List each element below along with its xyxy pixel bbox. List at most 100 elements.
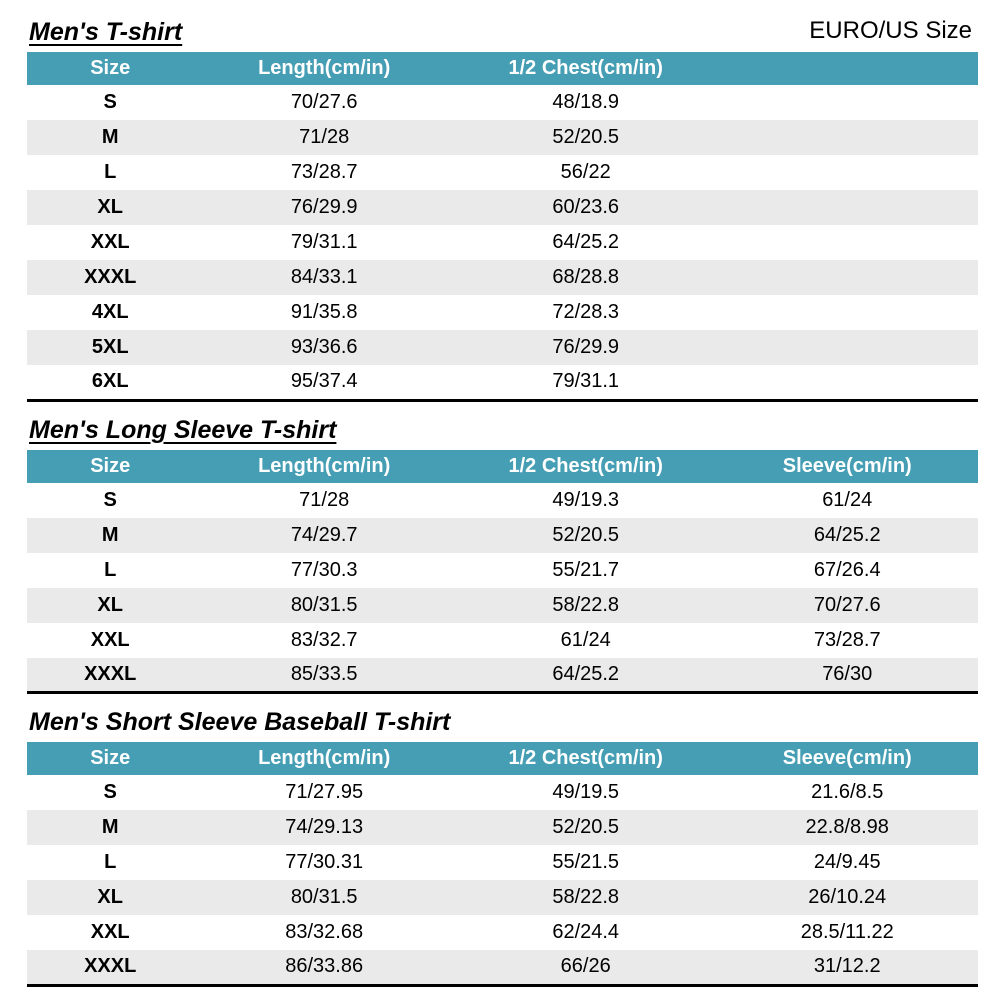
size-cell: L: [27, 155, 194, 190]
value-cell: 72/28.3: [454, 295, 717, 330]
table-row: XXL 79/31.1 64/25.2: [27, 225, 978, 260]
value-cell: 74/29.13: [193, 810, 455, 845]
value-cell: 74/29.7: [193, 517, 455, 553]
table-row: XL 80/31.5 58/22.8 70/27.6: [27, 587, 978, 623]
header-row: Size Length(cm/in) 1/2 Chest(cm/in) Sleeve(…: [27, 449, 978, 483]
value-cell: 91/35.8: [193, 295, 455, 330]
value-cell: 73/28.7: [193, 155, 455, 190]
column-header: Size: [27, 742, 194, 775]
value-cell: 76/30: [716, 657, 978, 693]
size-tables-container: Men's T-shirt Size Length(cm/in) 1/2 Chest(…: [27, 18, 978, 987]
size-table: Size Length(cm/in) 1/2 Chest(cm/in) Sleeve(…: [27, 449, 978, 694]
size-table: Size Length(cm/in) 1/2 Chest(cm/in) Sleeve(…: [27, 742, 978, 987]
size-table-section: Men's Short Sleeve Baseball T-shirt Size L…: [27, 708, 978, 987]
table-row: XL 76/29.9 60/23.6: [27, 190, 978, 225]
value-cell: 52/20.5: [454, 517, 717, 553]
value-cell: 64/25.2: [454, 225, 717, 260]
value-cell: 71/27.95: [193, 775, 455, 810]
value-cell: 24/9.45: [716, 845, 978, 880]
size-cell: S: [27, 775, 194, 810]
value-cell: [716, 365, 978, 400]
table-row: M 74/29.13 52/20.5 22.8/8.98: [27, 810, 978, 845]
size-cell: M: [27, 120, 194, 155]
value-cell: 21.6/8.5: [716, 775, 978, 810]
size-cell: L: [27, 845, 194, 880]
size-cell: L: [27, 552, 194, 588]
column-header: Size: [27, 52, 194, 85]
size-cell: S: [27, 85, 194, 120]
value-cell: [716, 155, 978, 190]
value-cell: 55/21.7: [454, 552, 717, 588]
value-cell: 67/26.4: [716, 552, 978, 588]
table-row: 5XL 93/36.6 76/29.9: [27, 330, 978, 365]
value-cell: 49/19.3: [454, 482, 717, 518]
value-cell: 73/28.7: [716, 622, 978, 658]
column-header: [716, 52, 978, 85]
value-cell: [716, 190, 978, 225]
value-cell: 55/21.5: [454, 845, 717, 880]
value-cell: [716, 85, 978, 120]
column-header: 1/2 Chest(cm/in): [454, 449, 717, 483]
table-row: L 77/30.31 55/21.5 24/9.45: [27, 845, 978, 880]
value-cell: 68/28.8: [454, 260, 717, 295]
table-row: XXL 83/32.7 61/24 73/28.7: [27, 622, 978, 658]
size-cell: XXXL: [27, 657, 194, 693]
column-header: 1/2 Chest(cm/in): [454, 742, 717, 775]
value-cell: 86/33.86: [193, 950, 455, 985]
value-cell: 52/20.5: [454, 810, 717, 845]
euro-us-size-label: EURO/US Size: [809, 17, 972, 44]
value-cell: 83/32.7: [193, 622, 455, 658]
size-cell: 4XL: [27, 295, 194, 330]
value-cell: 80/31.5: [193, 880, 455, 915]
value-cell: 84/33.1: [193, 260, 455, 295]
value-cell: [716, 295, 978, 330]
table-title: Men's T-shirt: [29, 18, 183, 46]
value-cell: 70/27.6: [193, 85, 455, 120]
value-cell: 64/25.2: [454, 657, 717, 693]
column-header: Length(cm/in): [193, 742, 455, 775]
value-cell: 26/10.24: [716, 880, 978, 915]
value-cell: 83/32.68: [193, 915, 455, 950]
column-header: Size: [27, 449, 194, 483]
value-cell: 80/31.5: [193, 587, 455, 623]
value-cell: 61/24: [716, 482, 978, 518]
value-cell: 95/37.4: [193, 365, 455, 400]
value-cell: 64/25.2: [716, 517, 978, 553]
value-cell: 31/12.2: [716, 950, 978, 985]
value-cell: [716, 330, 978, 365]
value-cell: 22.8/8.98: [716, 810, 978, 845]
table-title-row: Men's T-shirt: [29, 18, 978, 46]
column-header: Sleeve(cm/in): [716, 742, 978, 775]
value-cell: [716, 260, 978, 295]
table-row: S 70/27.6 48/18.9: [27, 85, 978, 120]
table-row: L 77/30.3 55/21.7 67/26.4: [27, 552, 978, 588]
size-cell: M: [27, 810, 194, 845]
value-cell: 79/31.1: [193, 225, 455, 260]
table-row: L 73/28.7 56/22: [27, 155, 978, 190]
header-row: Size Length(cm/in) 1/2 Chest(cm/in) Sleeve(…: [27, 742, 978, 775]
value-cell: 77/30.3: [193, 552, 455, 588]
table-row: XL 80/31.5 58/22.8 26/10.24: [27, 880, 978, 915]
value-cell: 58/22.8: [454, 880, 717, 915]
value-cell: 71/28: [193, 120, 455, 155]
value-cell: 58/22.8: [454, 587, 717, 623]
value-cell: 77/30.31: [193, 845, 455, 880]
table-title: Men's Short Sleeve Baseball T-shirt: [29, 708, 451, 736]
table-row: S 71/28 49/19.3 61/24: [27, 482, 978, 518]
size-cell: XXXL: [27, 260, 194, 295]
value-cell: 48/18.9: [454, 85, 717, 120]
value-cell: 52/20.5: [454, 120, 717, 155]
size-cell: XL: [27, 587, 194, 623]
column-header: 1/2 Chest(cm/in): [454, 52, 717, 85]
column-header: Sleeve(cm/in): [716, 449, 978, 483]
table-row: S 71/27.95 49/19.5 21.6/8.5: [27, 775, 978, 810]
value-cell: [716, 120, 978, 155]
size-cell: XXXL: [27, 950, 194, 985]
value-cell: 28.5/11.22: [716, 915, 978, 950]
table-row: XXL 83/32.68 62/24.4 28.5/11.22: [27, 915, 978, 950]
table-row: XXXL 84/33.1 68/28.8: [27, 260, 978, 295]
value-cell: 60/23.6: [454, 190, 717, 225]
value-cell: [716, 225, 978, 260]
table-row: M 74/29.7 52/20.5 64/25.2: [27, 517, 978, 553]
table-row: XXXL 86/33.86 66/26 31/12.2: [27, 950, 978, 985]
